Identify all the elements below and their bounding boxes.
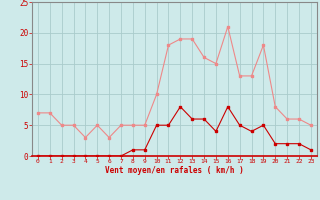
X-axis label: Vent moyen/en rafales ( km/h ): Vent moyen/en rafales ( km/h ) — [105, 166, 244, 175]
